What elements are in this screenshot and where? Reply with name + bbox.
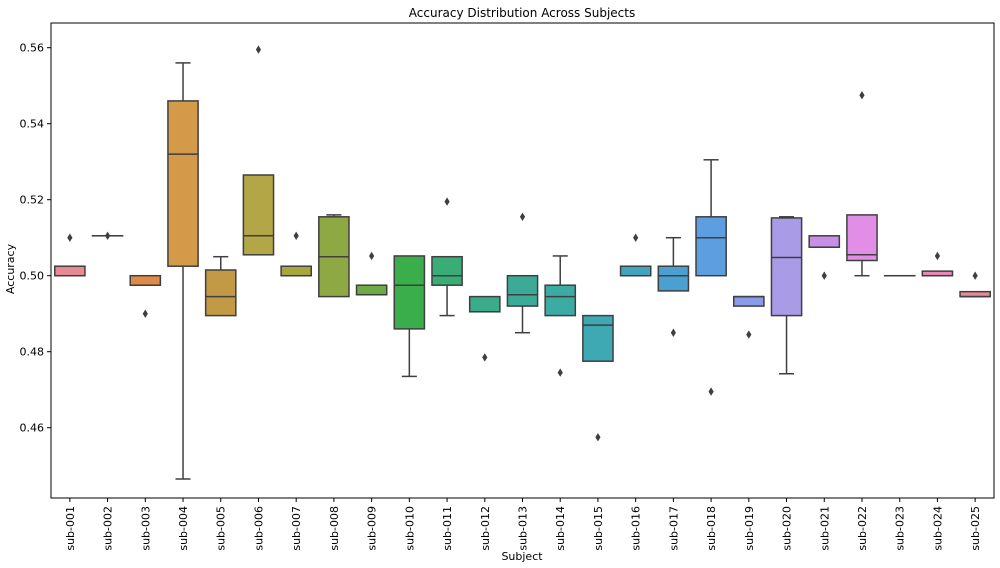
- x-tick-label: sub-008: [328, 506, 341, 551]
- box-sub-006: [242, 174, 275, 256]
- x-tick-label: sub-016: [630, 506, 643, 551]
- box-sub-011: [431, 255, 463, 286]
- x-tick-label: sub-019: [743, 506, 756, 551]
- box-sub-017: [657, 265, 690, 292]
- outlier-point: [595, 433, 601, 442]
- x-axis-label: Subject: [501, 550, 543, 563]
- outlier-point: [104, 231, 111, 240]
- outlier-point: [746, 330, 752, 339]
- outlier-point: [519, 212, 526, 221]
- x-tick-label: sub-010: [403, 506, 416, 551]
- x-tick-label: sub-004: [177, 506, 190, 551]
- box-sub-004: [167, 100, 199, 267]
- y-tick-label: 0.52: [20, 194, 45, 207]
- outlier-point: [444, 197, 450, 206]
- outlier-point: [482, 353, 488, 362]
- outlier-point: [369, 251, 375, 261]
- outlier-point: [670, 328, 676, 337]
- x-tick-label: sub-006: [252, 506, 265, 551]
- x-tick-label: sub-025: [969, 506, 982, 551]
- box-sub-009: [355, 284, 388, 296]
- outlier-point: [557, 368, 563, 377]
- outlier-point: [142, 309, 148, 318]
- outlier-point: [859, 91, 865, 100]
- box-sub-020: [770, 217, 803, 317]
- y-tick-label: 0.50: [20, 270, 45, 283]
- box-sub-010: [393, 255, 426, 330]
- box-sub-016: [619, 265, 652, 277]
- y-tick-label: 0.56: [20, 42, 45, 55]
- x-tick-label: sub-023: [894, 506, 907, 551]
- y-tick-label: 0.54: [20, 118, 45, 131]
- outlier-point: [633, 233, 639, 242]
- y-axis-label: Accuracy: [4, 243, 17, 294]
- box-sub-022: [846, 214, 878, 262]
- x-tick-label: sub-005: [215, 506, 228, 551]
- x-tick-label: sub-021: [818, 506, 831, 551]
- x-tick-label: sub-024: [931, 506, 944, 551]
- box-sub-018: [695, 216, 727, 277]
- outlier-point: [67, 233, 73, 242]
- box-sub-015: [582, 314, 614, 362]
- x-tick-label: sub-018: [705, 506, 718, 551]
- box-sub-014: [544, 284, 577, 317]
- x-tick-label: sub-001: [64, 506, 77, 551]
- box-sub-019: [732, 295, 765, 307]
- outlier-point: [708, 387, 714, 396]
- x-tick-label: sub-002: [102, 506, 115, 551]
- outlier-point: [972, 271, 978, 280]
- x-tick-label: sub-009: [366, 506, 379, 551]
- x-tick-label: sub-017: [667, 506, 680, 551]
- x-tick-label: sub-020: [781, 506, 794, 551]
- x-tick-label: sub-012: [479, 506, 492, 551]
- x-tick-label: sub-011: [441, 506, 454, 551]
- box-sub-021: [808, 235, 841, 248]
- x-tick-label: sub-013: [517, 506, 530, 551]
- plot-frame: [50, 22, 995, 499]
- outlier-point: [821, 271, 827, 280]
- box-sub-003: [129, 274, 162, 286]
- box-sub-012: [468, 295, 501, 313]
- box-sub-013: [506, 274, 539, 307]
- outlier-point: [255, 45, 262, 54]
- x-tick-label: sub-015: [592, 506, 605, 551]
- outlier-point: [293, 231, 299, 240]
- plot-area: 0.46 0.48 0.50 0.52 0.54 0.56 sub-001 sub-002 su…: [20, 42, 991, 551]
- x-tick-label: sub-022: [856, 506, 869, 551]
- x-tick-label: sub-014: [554, 506, 567, 551]
- y-tick-label: 0.48: [20, 346, 45, 359]
- chart-title: Accuracy Distribution Across Subjects: [409, 6, 635, 20]
- box-sub-001: [54, 265, 86, 277]
- x-tick-label: sub-003: [139, 506, 152, 551]
- y-tick-label: 0.46: [20, 422, 45, 435]
- x-tick-label: sub-007: [290, 506, 303, 551]
- outlier-point: [934, 251, 941, 261]
- box-sub-005: [204, 269, 237, 317]
- box-sub-007: [280, 265, 313, 277]
